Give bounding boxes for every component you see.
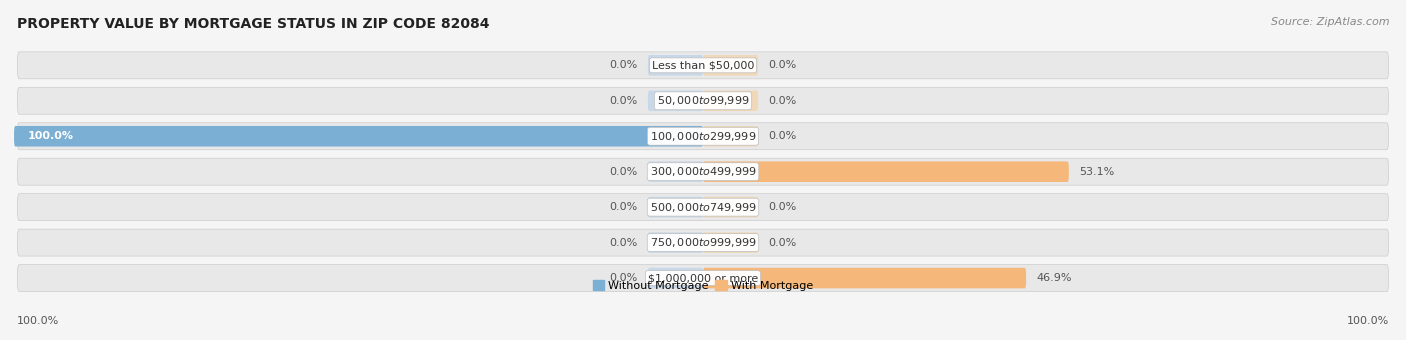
FancyBboxPatch shape	[648, 55, 703, 75]
Text: 46.9%: 46.9%	[1036, 273, 1071, 283]
Text: 0.0%: 0.0%	[609, 96, 637, 106]
Text: 0.0%: 0.0%	[769, 60, 797, 70]
Text: 0.0%: 0.0%	[609, 167, 637, 177]
Text: $100,000 to $299,999: $100,000 to $299,999	[650, 130, 756, 143]
Text: 0.0%: 0.0%	[609, 202, 637, 212]
FancyBboxPatch shape	[17, 265, 1389, 291]
Text: 0.0%: 0.0%	[769, 238, 797, 248]
Text: Source: ZipAtlas.com: Source: ZipAtlas.com	[1271, 17, 1389, 27]
Text: 0.0%: 0.0%	[769, 202, 797, 212]
Text: 0.0%: 0.0%	[609, 238, 637, 248]
FancyBboxPatch shape	[703, 55, 758, 75]
Text: 0.0%: 0.0%	[769, 96, 797, 106]
Text: Less than $50,000: Less than $50,000	[652, 60, 754, 70]
FancyBboxPatch shape	[17, 158, 1389, 185]
Text: $50,000 to $99,999: $50,000 to $99,999	[657, 94, 749, 107]
FancyBboxPatch shape	[648, 162, 703, 182]
FancyBboxPatch shape	[648, 90, 703, 111]
FancyBboxPatch shape	[703, 197, 758, 218]
Text: 53.1%: 53.1%	[1080, 167, 1115, 177]
Text: $1,000,000 or more: $1,000,000 or more	[648, 273, 758, 283]
FancyBboxPatch shape	[17, 87, 1389, 114]
Text: 100.0%: 100.0%	[28, 131, 75, 141]
FancyBboxPatch shape	[17, 194, 1389, 221]
FancyBboxPatch shape	[648, 268, 703, 288]
FancyBboxPatch shape	[703, 232, 758, 253]
FancyBboxPatch shape	[17, 229, 1389, 256]
Text: $500,000 to $749,999: $500,000 to $749,999	[650, 201, 756, 214]
FancyBboxPatch shape	[17, 52, 1389, 79]
FancyBboxPatch shape	[703, 90, 758, 111]
Text: 100.0%: 100.0%	[17, 317, 59, 326]
Text: 0.0%: 0.0%	[769, 131, 797, 141]
FancyBboxPatch shape	[17, 123, 1389, 150]
Legend: Without Mortgage, With Mortgage: Without Mortgage, With Mortgage	[588, 276, 818, 295]
FancyBboxPatch shape	[703, 126, 758, 147]
Text: 0.0%: 0.0%	[609, 60, 637, 70]
Text: PROPERTY VALUE BY MORTGAGE STATUS IN ZIP CODE 82084: PROPERTY VALUE BY MORTGAGE STATUS IN ZIP…	[17, 17, 489, 31]
Text: $300,000 to $499,999: $300,000 to $499,999	[650, 165, 756, 178]
FancyBboxPatch shape	[14, 126, 703, 147]
Text: 100.0%: 100.0%	[1347, 317, 1389, 326]
Text: 0.0%: 0.0%	[609, 273, 637, 283]
FancyBboxPatch shape	[703, 268, 1026, 288]
FancyBboxPatch shape	[648, 232, 703, 253]
FancyBboxPatch shape	[648, 197, 703, 218]
FancyBboxPatch shape	[703, 162, 1069, 182]
Text: $750,000 to $999,999: $750,000 to $999,999	[650, 236, 756, 249]
